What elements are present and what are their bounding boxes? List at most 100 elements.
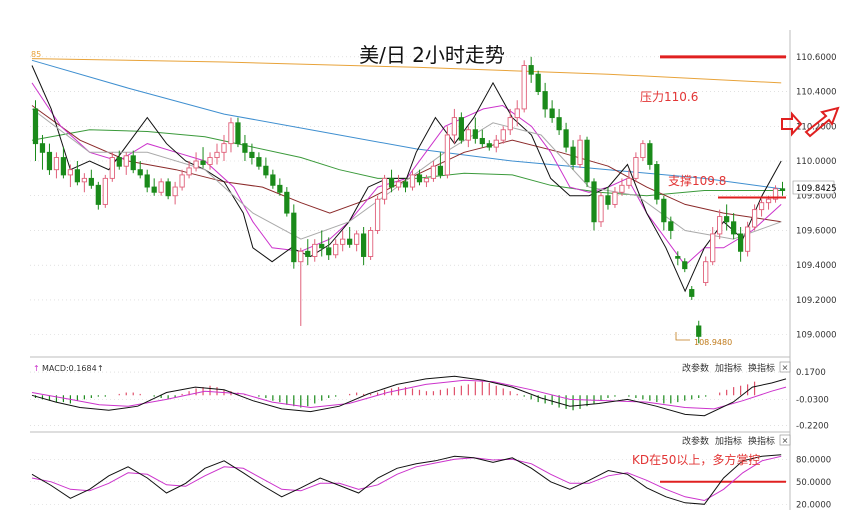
candle-body (67, 169, 74, 176)
key-levels (660, 55, 786, 341)
candle (493, 134, 499, 153)
candle-body (284, 191, 290, 214)
candle (277, 178, 283, 196)
candle-body (682, 261, 688, 270)
gridlines (30, 56, 790, 335)
macd-tick-label: -0.0300 (796, 395, 829, 405)
candle-body (465, 129, 471, 141)
candle-body (291, 212, 297, 263)
candle (751, 204, 758, 231)
kd-params-button[interactable]: 改参数 (682, 435, 709, 447)
candle-body (633, 157, 639, 179)
candle (381, 174, 388, 205)
candle (758, 199, 765, 217)
kd-swap-indicator-button[interactable]: 换指标 (748, 435, 775, 447)
candle-body (479, 137, 485, 145)
candle-body (228, 122, 234, 145)
macd-dea-line (31, 379, 787, 410)
macd-params-button[interactable]: 改参数 (682, 362, 709, 374)
kd-tick-label: 80.0000 (796, 455, 831, 465)
candle-body (207, 157, 213, 165)
candle-body (661, 198, 667, 223)
candle (46, 143, 53, 175)
candle-body (626, 177, 632, 186)
candle (102, 174, 108, 208)
candle-body (221, 143, 227, 153)
candle-body (347, 238, 353, 245)
candle (95, 181, 101, 210)
candle-body (361, 233, 367, 257)
kd-k-line (31, 454, 782, 505)
kd-add-indicator-button[interactable]: 加指标 (715, 435, 742, 447)
candle-body (151, 186, 157, 193)
candle-body (654, 164, 660, 200)
price-axis: 110.6000 110.4000 110.2000 110.0000 109.8000… (796, 53, 837, 341)
candle-body (374, 198, 381, 231)
candle-body (249, 151, 255, 158)
candle (633, 152, 639, 182)
candle-body (486, 143, 492, 148)
candle (744, 221, 751, 257)
candle (305, 239, 311, 266)
candle (81, 173, 87, 193)
candle (675, 251, 681, 266)
support-label: 支撑109.8 (668, 173, 726, 188)
candle (388, 169, 395, 193)
candle (74, 161, 80, 186)
candle-body (367, 230, 374, 257)
price-tick-label: 109.6000 (796, 226, 837, 236)
candle-body (528, 65, 534, 75)
macd-swap-indicator-button[interactable]: 换指标 (748, 362, 775, 374)
candle (298, 247, 304, 326)
low-price-pointer (675, 332, 690, 341)
candle (724, 204, 730, 231)
candle (514, 100, 520, 127)
candle-body (305, 250, 311, 257)
price-tick-label: 109.4000 (796, 261, 837, 271)
candles (32, 56, 786, 344)
candle (472, 117, 478, 144)
candle-body (549, 108, 555, 119)
candle (144, 169, 150, 193)
candle (263, 157, 269, 179)
candle (507, 108, 513, 135)
candle (654, 161, 660, 205)
macd-tick-label: -0.2200 (796, 421, 829, 431)
candle-body (270, 174, 276, 186)
macd-add-indicator-button[interactable]: 加指标 (715, 362, 742, 374)
candle (668, 216, 674, 240)
candle (612, 187, 618, 208)
candle-body (744, 226, 751, 252)
candle-body (765, 198, 772, 204)
macd-tick-label: 0.1700 (796, 368, 826, 378)
candle (598, 192, 604, 227)
price-tick-label: 110.0000 (796, 157, 837, 167)
candle (340, 230, 346, 252)
candle-body (423, 177, 430, 183)
candle-body (256, 157, 262, 167)
candle-body (123, 155, 129, 167)
candle-body (751, 209, 758, 228)
candle (214, 143, 220, 165)
kd-close-button[interactable] (779, 434, 791, 446)
candle (717, 209, 723, 240)
candle (228, 117, 234, 153)
candle-body (381, 177, 388, 200)
frame (30, 30, 791, 510)
candle-body (326, 247, 332, 256)
candle-body (46, 151, 53, 171)
candle-body (458, 117, 464, 141)
candle-body (214, 151, 220, 158)
candle (242, 134, 248, 162)
candle-body (186, 167, 192, 176)
candle (647, 140, 653, 170)
moving-average-line (31, 105, 782, 223)
candle-body (710, 233, 716, 263)
candle (116, 150, 122, 170)
macd-close-button[interactable] (779, 361, 791, 373)
candle (682, 258, 688, 273)
kd-toolbar: 改参数 加指标 换指标 ✕ (682, 434, 791, 447)
candle-body (689, 289, 695, 297)
candle (374, 195, 381, 234)
price-tick-label: 110.6000 (796, 53, 837, 63)
